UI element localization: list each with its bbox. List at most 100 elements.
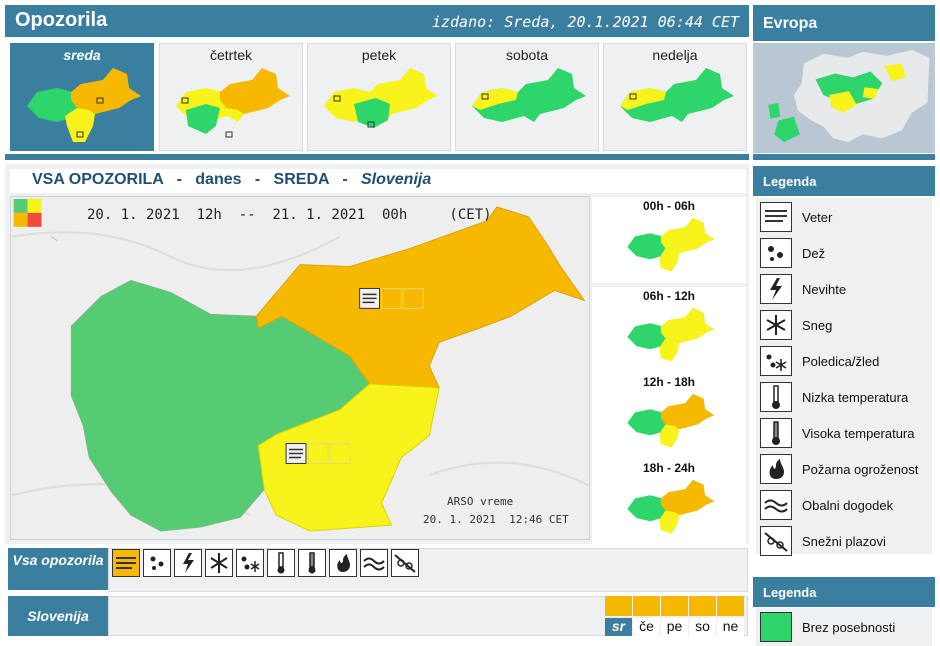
day-cell-petek[interactable]: pe xyxy=(661,596,688,636)
main-title: VSA OPOZORILA - danes - SREDA - Slovenij… xyxy=(10,169,746,193)
legend-item-ice[interactable]: Poledica/žled xyxy=(756,344,932,378)
legend-label: Dež xyxy=(802,246,826,261)
legend-item-low-temp[interactable]: Nizka temperatura xyxy=(756,380,932,414)
subperiod-panel[interactable]: 18h - 24h xyxy=(592,459,746,545)
day-abbr: pe xyxy=(661,618,688,636)
day-cell-sobota[interactable]: so xyxy=(689,596,716,636)
slovenia-thumb-map xyxy=(176,68,290,138)
day-tab-sreda[interactable]: sreda xyxy=(10,43,154,151)
day-tab-cetrtek[interactable]: četrtek xyxy=(159,43,303,151)
europe-map xyxy=(754,44,934,152)
day-cell-sreda[interactable]: sr xyxy=(605,596,632,636)
title-sep: - xyxy=(254,171,261,188)
filter-coastal-icon[interactable] xyxy=(360,549,388,577)
day-cell-nedelja[interactable]: ne xyxy=(717,596,744,636)
legend-label: Sneg xyxy=(802,318,833,333)
europe-title[interactable]: Evropa xyxy=(753,5,935,41)
subperiod-map xyxy=(627,308,715,362)
day-label: petek xyxy=(361,47,397,63)
slovenia-thumb-map xyxy=(620,68,734,122)
day-level xyxy=(717,596,744,616)
legend-label: Visoka temperatura xyxy=(802,426,915,441)
day-label: sreda xyxy=(63,47,101,63)
title-all-warnings: VSA OPOZORILA xyxy=(32,171,164,188)
day-tab-petek[interactable]: petek xyxy=(307,43,451,151)
day-level xyxy=(605,596,632,616)
subperiod-panel[interactable]: 12h - 18h xyxy=(592,373,746,459)
filter-thunderstorm-icon[interactable] xyxy=(174,549,202,577)
filter-high-temperature-icon[interactable] xyxy=(298,549,326,577)
subperiod-map xyxy=(627,394,715,448)
legend-item-no-warning: Brez posebnosti xyxy=(756,610,932,644)
wind-icon[interactable] xyxy=(285,443,351,464)
legend-title: Legenda xyxy=(753,166,935,196)
filter-ice-icon[interactable] xyxy=(236,549,264,577)
header-bar: Opozorila izdano: Sreda, 20.1.2021 06:44… xyxy=(5,5,749,37)
all-warnings-label[interactable]: Vsa opozorila xyxy=(8,548,108,590)
slovenia-warning-map[interactable]: 20. 1. 2021 12h -- 21. 1. 2021 00h (CET)… xyxy=(10,196,590,540)
coastal-icon xyxy=(760,490,792,520)
slovenia-thumb-map xyxy=(27,68,141,142)
thunderstorm-icon xyxy=(760,274,792,304)
credit-line: ARSO vreme xyxy=(447,495,514,508)
avalanche-icon xyxy=(760,526,792,556)
day-label: sobota xyxy=(505,47,549,63)
day-abbr: ne xyxy=(717,618,744,636)
day-label: četrtek xyxy=(209,47,252,63)
separator xyxy=(5,154,749,160)
slovenia-map xyxy=(11,197,589,539)
title-sep: - xyxy=(176,171,182,188)
high-temperature-icon xyxy=(760,418,792,448)
legend2-list: Brez posebnosti xyxy=(756,608,932,646)
legend-item-avalanche[interactable]: Snežni plazovi xyxy=(756,524,932,558)
day-label: nedelja xyxy=(652,47,698,63)
legend-item-thunderstorm[interactable]: Nevihte xyxy=(756,272,932,306)
legend-item-coastal[interactable]: Obalni dogodek xyxy=(756,488,932,522)
subperiod-label: 12h - 18h xyxy=(642,375,696,389)
title-sep: - xyxy=(342,171,348,188)
issued-timestamp: izdano: Sreda, 20.1.2021 06:44 CET xyxy=(431,13,739,31)
region-label[interactable]: Slovenija xyxy=(8,596,108,636)
title-today: danes xyxy=(195,171,242,188)
legend-item-high-temp[interactable]: Visoka temperatura xyxy=(756,416,932,450)
separator xyxy=(753,154,935,160)
period-label: 20. 1. 2021 12h -- 21. 1. 2021 00h (CET) xyxy=(87,207,492,223)
day-tab-nedelja[interactable]: nedelja xyxy=(603,43,747,151)
snow-icon xyxy=(760,310,792,340)
filter-wind-icon[interactable] xyxy=(112,549,140,577)
legend-label: Snežni plazovi xyxy=(802,534,886,549)
wind-icon xyxy=(760,202,792,232)
day-abbr: so xyxy=(689,618,716,636)
subperiod-label: 00h - 06h xyxy=(642,199,696,213)
legend-item-rain[interactable]: Dež xyxy=(756,236,932,270)
day-cell-cetrtek[interactable]: če xyxy=(633,596,660,636)
legend-item-wind[interactable]: Veter xyxy=(756,200,932,234)
subperiod-map xyxy=(627,480,715,534)
filter-row xyxy=(108,548,748,592)
day-strip: sreda četrtek petek sobota xyxy=(5,38,749,154)
filter-avalanche-icon[interactable] xyxy=(391,549,419,577)
legend-item-snow[interactable]: Sneg xyxy=(756,308,932,342)
day-abbr: sr xyxy=(605,618,632,636)
slovenia-thumb-map xyxy=(324,68,438,128)
day-level xyxy=(689,596,716,616)
fire-icon xyxy=(760,454,792,484)
day-tab-sobota[interactable]: sobota xyxy=(455,43,599,151)
day-level xyxy=(633,596,660,616)
subperiod-panel[interactable]: 00h - 06h xyxy=(592,197,746,283)
filter-snow-icon[interactable] xyxy=(205,549,233,577)
slovenia-thumb-map xyxy=(472,68,586,122)
subperiod-label: 06h - 12h xyxy=(642,289,696,303)
legend-item-fire[interactable]: Požarna ogroženost xyxy=(756,452,932,486)
legend-label: Nevihte xyxy=(802,282,847,297)
europe-map-thumbnail[interactable] xyxy=(753,43,935,153)
filter-rain-icon[interactable] xyxy=(143,549,171,577)
wind-icon[interactable] xyxy=(359,287,424,309)
legend-label: Poledica/žled xyxy=(802,354,880,369)
legend-label: Veter xyxy=(802,210,833,225)
subperiod-panel[interactable]: 06h - 12h xyxy=(592,287,746,373)
filter-low-temperature-icon[interactable] xyxy=(267,549,295,577)
filter-fire-icon[interactable] xyxy=(329,549,357,577)
day-abbr: če xyxy=(633,618,660,636)
green-swatch xyxy=(760,612,792,642)
